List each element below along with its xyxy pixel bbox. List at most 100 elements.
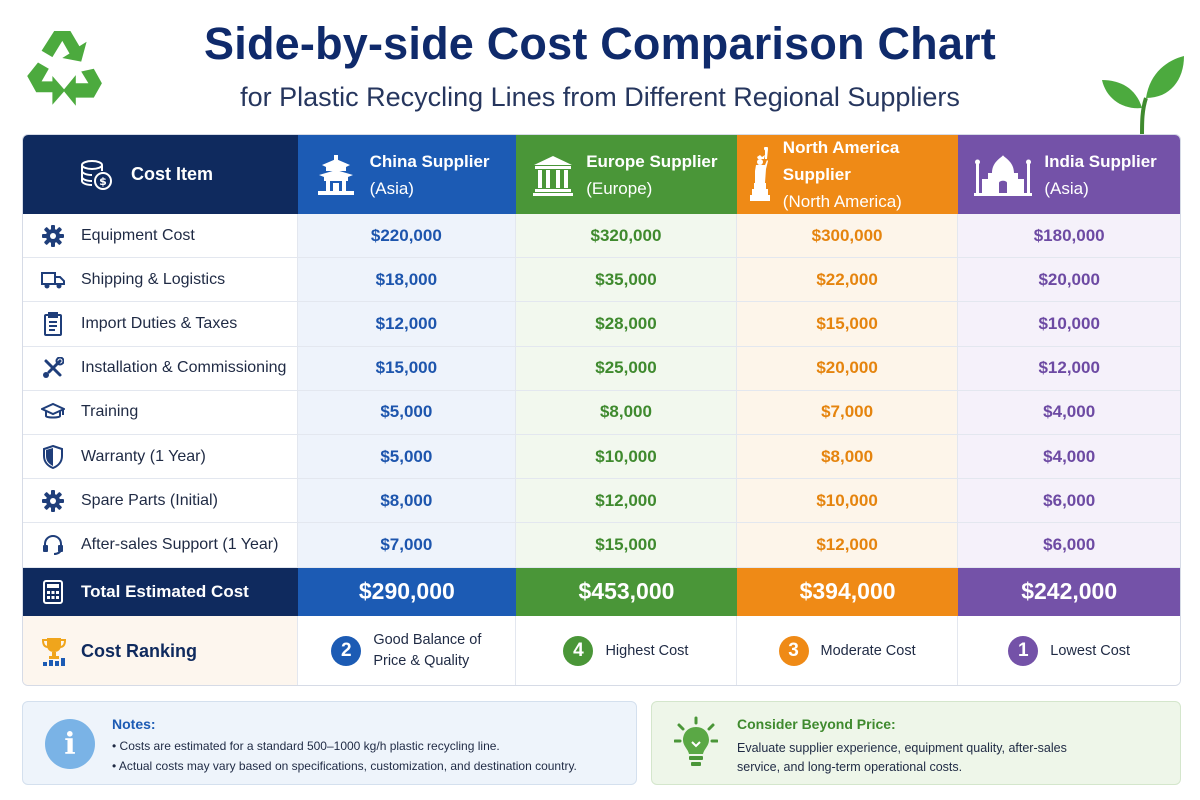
table-cell: $8,000 [297, 479, 517, 523]
beyond-body: Evaluate supplier experience, equipment … [737, 741, 1067, 774]
supplier-name: India Supplier [1044, 151, 1157, 171]
row-label: After-sales Support (1 Year) [81, 535, 279, 553]
rank-badge: 1 [1008, 636, 1039, 666]
table-cell: $7,000 [297, 523, 517, 567]
gear-icon [41, 489, 65, 513]
rank-badge: 2 [331, 636, 362, 666]
pagoda-icon [317, 154, 354, 195]
row-label: Import Duties & Taxes [81, 314, 238, 332]
svg-text:$: $ [99, 175, 107, 188]
table-row: Import Duties & Taxes $12,000 $28,000 $1… [23, 302, 1180, 347]
table-cell: $22,000 [736, 258, 959, 302]
table-cell: $10,000 [516, 434, 737, 479]
table-cell: $220,000 [297, 214, 517, 258]
notes-line: • Actual costs may vary based on specifi… [112, 759, 577, 773]
table-cell: $7,000 [736, 390, 959, 434]
supplier-header-europe: Europe Supplier (Europe) [516, 135, 737, 214]
table-header-row: $ Cost Item China Supplier (Asia) Europe … [23, 135, 1180, 214]
supplier-region: (Asia) [369, 178, 414, 198]
rank-text-line2: Price & Quality [373, 653, 470, 669]
table-cell: $8,000 [516, 390, 737, 434]
table-cell: $25,000 [516, 346, 737, 390]
table-cell: $28,000 [516, 302, 737, 346]
total-cell: $290,000 [297, 567, 517, 616]
truck-icon [41, 268, 65, 292]
notes-heading: Notes: [112, 716, 156, 732]
supplier-region: (Asia) [1044, 178, 1089, 198]
corner-header-label: Cost Item [131, 164, 214, 184]
ranking-cell: 2 Good Balance of Price & Quality [297, 615, 517, 685]
clipboard-icon [41, 311, 65, 336]
table-row: Spare Parts (Initial) $8,000 $12,000 $10… [23, 479, 1180, 524]
table-cell: $12,000 [736, 523, 959, 567]
supplier-name: China Supplier [369, 151, 490, 171]
table-row: Warranty (1 Year) $5,000 $10,000 $8,000 … [23, 434, 1180, 480]
row-label: Installation & Commissioning [81, 359, 287, 377]
table-row: Training $5,000 $8,000 $7,000 $4,000 [23, 390, 1180, 435]
rank-badge: 3 [778, 636, 809, 666]
supplier-region: (North America) [782, 192, 902, 211]
supplier-header-india: India Supplier (Asia) [958, 135, 1180, 214]
table-cell: $8,000 [736, 434, 959, 479]
notes-box: i Notes: • Costs are estimated for a sta… [22, 701, 637, 785]
trophy-icon [41, 636, 67, 666]
table-row: After-sales Support (1 Year) $7,000 $15,… [23, 523, 1180, 568]
table-row: Installation & Commissioning $15,000 $25… [23, 346, 1180, 391]
lightbulb-icon [674, 716, 718, 766]
coins-icon: $ [79, 159, 113, 196]
total-cell: $394,000 [736, 567, 959, 616]
table-cell: $6,000 [958, 523, 1180, 567]
table-cell: $5,000 [297, 390, 517, 434]
ranking-cell: 4 Highest Cost [516, 615, 737, 685]
rank-text: Good Balance of [373, 632, 482, 648]
table-row: Equipment Cost $220,000 $320,000 $300,00… [23, 214, 1180, 259]
table-cell: $12,000 [516, 479, 737, 523]
table-cell: $300,000 [736, 214, 959, 258]
table-cell: $320,000 [516, 214, 737, 258]
table-cell: $15,000 [297, 346, 517, 390]
corner-header-cell: $ Cost Item [23, 135, 298, 214]
graduation-cap-icon [41, 400, 65, 424]
supplier-header-china: China Supplier (Asia) [297, 135, 517, 214]
table-cell: $15,000 [516, 523, 737, 567]
calculator-icon [41, 579, 65, 604]
table-row: Shipping & Logistics $18,000 $35,000 $22… [23, 258, 1180, 303]
table-cell: $18,000 [297, 258, 517, 302]
supplier-name: Europe Supplier [586, 151, 718, 171]
total-cell: $242,000 [958, 567, 1180, 616]
rank-text: Lowest Cost [1050, 642, 1131, 659]
shield-icon [41, 444, 65, 469]
recycle-logo-icon [27, 31, 102, 106]
rank-text: Moderate Cost [820, 642, 916, 659]
cost-comparison-table: $ Cost Item China Supplier (Asia) Europe … [22, 134, 1181, 686]
sprout-logo-icon [1102, 56, 1184, 136]
info-icon: i [45, 719, 95, 769]
table-cell: $10,000 [736, 479, 959, 523]
table-cell: $5,000 [297, 434, 517, 479]
ranking-cell: 3 Moderate Cost [736, 615, 959, 685]
table-cell: $6,000 [958, 479, 1180, 523]
headset-icon [41, 533, 65, 557]
table-cell: $12,000 [297, 302, 517, 346]
page-title: Side-by-side Cost Comparison Chart [204, 18, 996, 69]
total-cell: $453,000 [516, 567, 737, 616]
taj-mahal-icon [974, 154, 1033, 196]
ranking-row: Cost Ranking 2 Good Balance of Price & Qu… [23, 615, 1180, 685]
rank-badge: 4 [563, 636, 594, 666]
ranking-cell: 1 Lowest Cost [958, 615, 1180, 685]
beyond-price-box: Consider Beyond Price: Evaluate supplier… [651, 701, 1181, 785]
tools-icon [41, 356, 65, 380]
row-label: Warranty (1 Year) [81, 447, 206, 465]
table-cell: $15,000 [736, 302, 959, 346]
total-label: Total Estimated Cost [81, 581, 249, 601]
gear-icon [41, 224, 65, 248]
row-label: Shipping & Logistics [81, 270, 226, 288]
statue-of-liberty-icon [749, 146, 770, 201]
supplier-region: (Europe) [586, 178, 653, 198]
table-cell: $10,000 [958, 302, 1180, 346]
page-subtitle: for Plastic Recycling Lines from Differe… [240, 82, 960, 112]
notes-line: • Costs are estimated for a standard 500… [112, 739, 500, 753]
ranking-label: Cost Ranking [81, 640, 198, 661]
supplier-name: North America Supplier [782, 138, 900, 184]
table-cell: $35,000 [516, 258, 737, 302]
